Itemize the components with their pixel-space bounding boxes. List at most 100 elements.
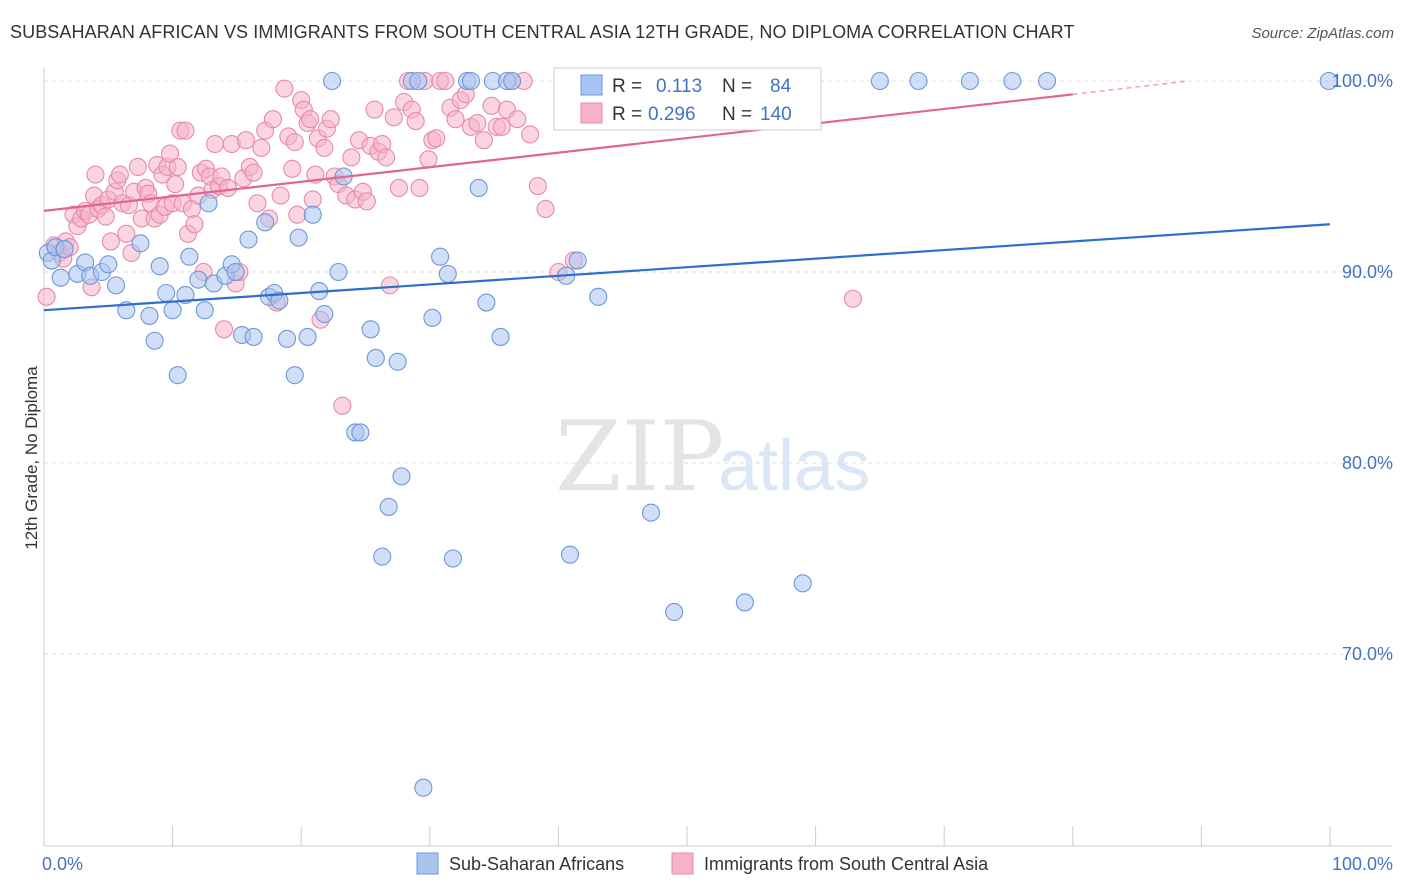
point-pink-122 bbox=[468, 113, 487, 133]
point-blue-13 bbox=[140, 306, 159, 325]
point-pink-99 bbox=[365, 100, 384, 119]
point-pink-21 bbox=[110, 165, 129, 184]
legend-r-value-pink: 0.296 bbox=[648, 104, 696, 125]
point-blue-43 bbox=[329, 262, 348, 282]
point-pink-0 bbox=[37, 287, 56, 306]
point-pink-58 bbox=[218, 178, 237, 198]
point-pink-91 bbox=[333, 396, 352, 415]
point-pink-73 bbox=[275, 79, 294, 98]
point-blue-71 bbox=[589, 287, 608, 306]
point-blue-52 bbox=[392, 467, 411, 486]
point-pink-63 bbox=[236, 131, 255, 150]
point-pink-13 bbox=[86, 165, 105, 184]
legend-r-label: R = bbox=[612, 76, 642, 97]
point-blue-61 bbox=[461, 71, 481, 91]
trend-line-pink bbox=[43, 93, 1073, 212]
point-pink-41 bbox=[168, 157, 187, 176]
point-pink-67 bbox=[252, 138, 271, 157]
point-pink-75 bbox=[283, 159, 302, 178]
x-tick-label-1: 100.0% bbox=[1332, 854, 1393, 874]
point-blue-82 bbox=[1038, 71, 1057, 91]
point-blue-63 bbox=[477, 293, 496, 312]
bottom-legend-swatch-pink bbox=[671, 852, 694, 875]
legend-swatch-pink bbox=[580, 102, 603, 124]
point-blue-27 bbox=[226, 262, 245, 282]
point-pink-104 bbox=[384, 108, 403, 127]
bottom-legend-swatch-blue bbox=[416, 852, 439, 875]
point-blue-22 bbox=[195, 301, 214, 320]
y-tick-label-0: 100.0% bbox=[1332, 71, 1393, 91]
point-pink-88 bbox=[321, 110, 340, 129]
point-blue-14 bbox=[145, 331, 164, 350]
point-blue-37 bbox=[289, 228, 308, 247]
point-pink-110 bbox=[410, 178, 429, 198]
bottom-legend: Sub-Saharan Africans Immigrants from Sou… bbox=[416, 852, 989, 875]
point-pink-124 bbox=[482, 96, 501, 115]
point-blue-10 bbox=[106, 276, 126, 295]
point-pink-72 bbox=[271, 186, 290, 205]
point-blue-73 bbox=[665, 602, 684, 622]
legend-n-label: N = bbox=[722, 104, 752, 125]
watermark-zip: ZIP bbox=[555, 401, 724, 513]
point-pink-54 bbox=[205, 134, 225, 154]
point-blue-21 bbox=[189, 270, 208, 289]
trend-lines bbox=[43, 80, 1331, 312]
point-blue-3 bbox=[51, 268, 70, 287]
point-pink-136 bbox=[843, 289, 862, 308]
legend-r-value-blue: 0.113 bbox=[656, 76, 702, 97]
point-blue-79 bbox=[909, 71, 928, 91]
point-blue-39 bbox=[303, 205, 322, 224]
y-tick-labels: 100.0% 90.0% 80.0% 70.0% bbox=[1332, 71, 1393, 664]
y-tick-label-3: 70.0% bbox=[1342, 644, 1393, 664]
legend-n-value-pink: 140 bbox=[760, 104, 792, 125]
point-blue-72 bbox=[641, 503, 661, 522]
point-blue-30 bbox=[244, 327, 263, 346]
point-pink-77 bbox=[288, 205, 307, 224]
point-blue-50 bbox=[379, 497, 398, 516]
point-blue-56 bbox=[423, 308, 442, 327]
point-blue-18 bbox=[168, 366, 187, 385]
point-blue-49 bbox=[373, 547, 392, 566]
legend-n-label: N = bbox=[722, 76, 752, 97]
y-axis-label: 12th Grade, No Diploma bbox=[22, 366, 41, 550]
point-blue-20 bbox=[180, 247, 199, 266]
point-pink-133 bbox=[536, 199, 555, 219]
point-blue-58 bbox=[438, 264, 457, 283]
point-pink-93 bbox=[342, 148, 361, 167]
point-pink-82 bbox=[303, 190, 322, 209]
point-blue-81 bbox=[1003, 71, 1022, 91]
point-pink-131 bbox=[521, 125, 540, 144]
point-blue-59 bbox=[443, 549, 462, 568]
point-blue-75 bbox=[735, 593, 754, 612]
point-pink-105 bbox=[389, 178, 408, 198]
point-blue-36 bbox=[285, 366, 304, 385]
point-pink-81 bbox=[301, 110, 320, 129]
point-pink-76 bbox=[285, 133, 304, 152]
point-blue-31 bbox=[256, 213, 275, 232]
point-blue-65 bbox=[491, 327, 510, 346]
point-blue-54 bbox=[409, 71, 428, 91]
point-pink-102 bbox=[377, 148, 396, 167]
point-blue-4 bbox=[55, 240, 74, 259]
chart-title: SUBSAHARAN AFRICAN VS IMMIGRANTS FROM SO… bbox=[10, 22, 1075, 42]
point-blue-9 bbox=[99, 255, 118, 274]
point-pink-116 bbox=[436, 71, 455, 91]
watermark-atlas: atlas bbox=[718, 426, 870, 506]
point-pink-57 bbox=[214, 320, 234, 339]
point-blue-17 bbox=[163, 301, 182, 320]
point-pink-16 bbox=[96, 207, 115, 226]
point-pink-70 bbox=[263, 110, 282, 129]
legend-box: R = 0.113 N = 84 R = 0.296 N = 140 bbox=[553, 67, 822, 131]
point-pink-103 bbox=[380, 276, 399, 295]
watermark: ZIP atlas bbox=[555, 401, 870, 513]
point-blue-29 bbox=[239, 230, 258, 249]
point-pink-132 bbox=[528, 177, 547, 196]
point-pink-123 bbox=[474, 131, 493, 150]
y-tick-label-1: 90.0% bbox=[1342, 262, 1393, 282]
point-blue-16 bbox=[157, 283, 176, 303]
point-pink-66 bbox=[248, 194, 267, 213]
point-blue-23 bbox=[199, 194, 218, 213]
x-tick-label-0: 0.0% bbox=[42, 854, 83, 874]
legend-r-label: R = bbox=[612, 104, 642, 125]
